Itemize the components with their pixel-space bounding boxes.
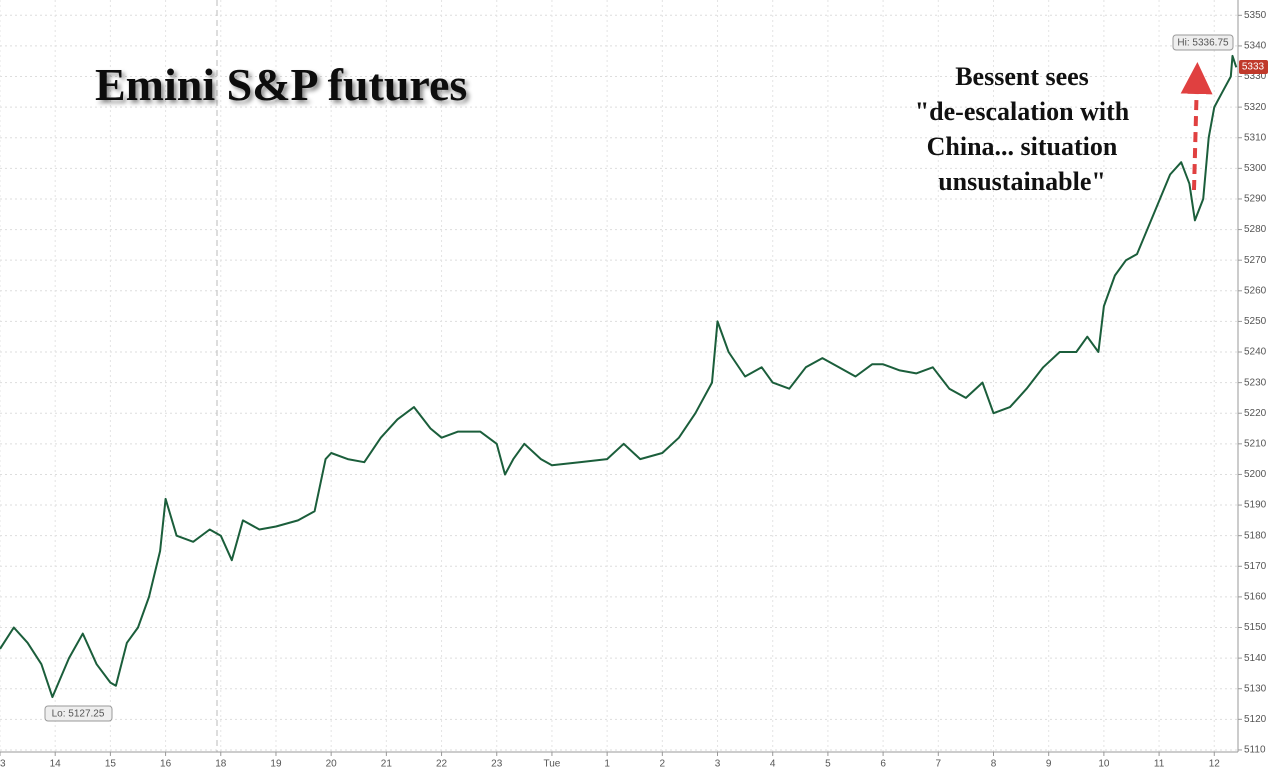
x-tick-label: 12 — [1209, 759, 1221, 770]
low-label: Lo: 5127.25 — [52, 709, 105, 720]
high-label: Hi: 5336.75 — [1177, 38, 1229, 49]
y-tick-label: 5280 — [1244, 224, 1267, 235]
y-tick-label: 5320 — [1244, 102, 1267, 113]
y-tick-label: 5220 — [1244, 408, 1267, 419]
y-tick-label: 5350 — [1244, 10, 1267, 21]
x-tick-label: 4 — [770, 759, 776, 770]
y-tick-label: 5290 — [1244, 194, 1267, 205]
y-tick-label: 5330 — [1244, 71, 1267, 82]
y-tick-label: 5210 — [1244, 438, 1267, 449]
y-tick-label: 5130 — [1244, 683, 1267, 694]
x-tick-label: 20 — [326, 759, 338, 770]
x-tick-label: 19 — [270, 759, 282, 770]
x-tick-label: 2 — [660, 759, 666, 770]
x-tick-label: 13 — [0, 759, 6, 770]
x-tick-label: 15 — [105, 759, 117, 770]
annotation-line: China... situation — [927, 132, 1118, 161]
y-tick-label: 5170 — [1244, 561, 1267, 572]
x-tick-label: 3 — [715, 759, 721, 770]
y-tick-label: 5180 — [1244, 530, 1267, 541]
y-tick-label: 5190 — [1244, 500, 1267, 511]
y-tick-label: 5260 — [1244, 285, 1267, 296]
y-tick-label: 5310 — [1244, 132, 1267, 143]
y-tick-label: 5300 — [1244, 163, 1267, 174]
x-tick-label: 9 — [1046, 759, 1052, 770]
last-box — [1239, 60, 1268, 74]
chart-title: Emini S&P futures — [95, 59, 467, 110]
price-line — [0, 54, 1238, 699]
x-tick-label: 7 — [936, 759, 942, 770]
x-tick-label: 10 — [1098, 759, 1110, 770]
annotation-line: unsustainable" — [938, 167, 1106, 196]
plot — [0, 54, 1238, 699]
y-tick-label: 5240 — [1244, 347, 1267, 358]
x-tick-label: 14 — [50, 759, 62, 770]
y-tick-label: 5140 — [1244, 653, 1267, 664]
y-tick-label: 5270 — [1244, 255, 1267, 266]
y-tick-label: 5200 — [1244, 469, 1267, 480]
x-tick-label: Tue — [544, 759, 561, 770]
y-tick-label: 5160 — [1244, 592, 1267, 603]
x-tick-label: 8 — [991, 759, 997, 770]
y-tick-label: 5250 — [1244, 316, 1267, 327]
y-tick-label: 5110 — [1244, 745, 1266, 756]
x-tick-label: 5 — [825, 759, 831, 770]
last-label: 5333 — [1242, 62, 1265, 73]
x-tick-label: 22 — [436, 759, 448, 770]
y-tick-label: 5120 — [1244, 714, 1267, 725]
y-tick-label: 5150 — [1244, 622, 1267, 633]
arrow — [1180, 62, 1213, 191]
x-tick-label: 6 — [880, 759, 886, 770]
x-tick-label: 18 — [215, 759, 227, 770]
x-tick-label: 11 — [1154, 759, 1165, 770]
annotation: Bessent sees "de-escalation with China... … — [915, 62, 1130, 196]
y-tick-label: 5340 — [1244, 41, 1267, 52]
x-tick-label: 23 — [491, 759, 503, 770]
low-box — [44, 705, 113, 722]
x-tick-label: 16 — [160, 759, 172, 770]
x-tick-label: 1 — [604, 759, 610, 770]
y-tick-label: 5230 — [1244, 377, 1267, 388]
high-box — [1172, 34, 1234, 51]
annotation-line: "de-escalation with — [915, 97, 1130, 126]
annotation-line: Bessent sees — [955, 62, 1089, 91]
x-tick-label: 21 — [381, 759, 393, 770]
